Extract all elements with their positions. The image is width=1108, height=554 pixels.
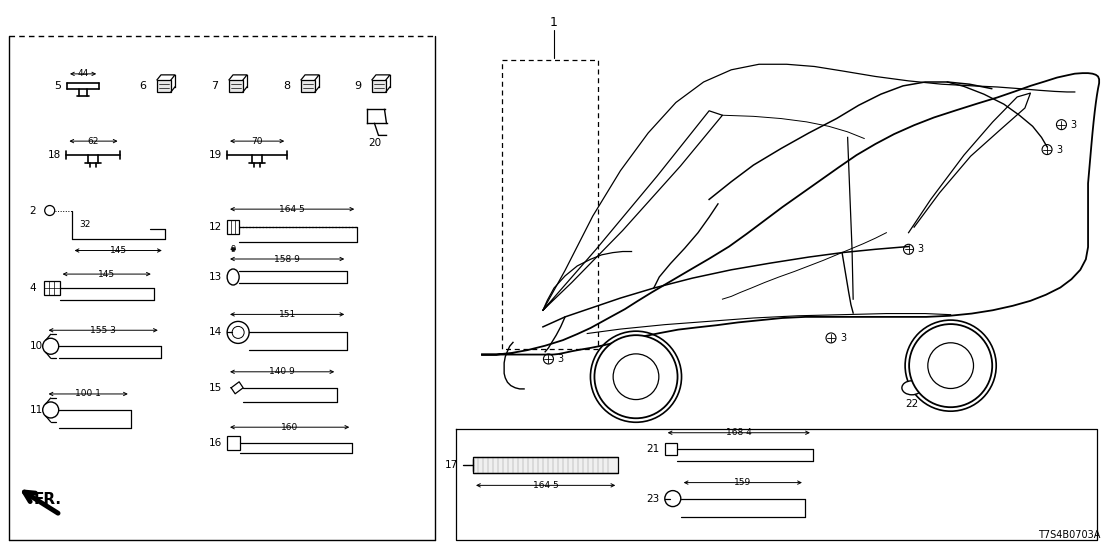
Text: 44: 44 (78, 69, 89, 78)
Text: 164 5: 164 5 (279, 204, 305, 214)
Text: 1: 1 (550, 16, 558, 29)
Text: 12: 12 (209, 222, 222, 232)
Text: 20: 20 (368, 138, 381, 148)
Text: 3: 3 (917, 244, 924, 254)
Text: 164 5: 164 5 (533, 481, 558, 490)
Text: 3: 3 (1056, 145, 1063, 155)
Text: 140 9: 140 9 (269, 367, 295, 376)
Text: 155 3: 155 3 (90, 326, 116, 335)
Bar (473, 458, 618, 473)
Text: 3: 3 (1070, 120, 1077, 130)
Text: 3: 3 (557, 354, 564, 364)
Text: 159: 159 (735, 478, 751, 487)
Circle shape (613, 354, 659, 399)
Text: 9: 9 (353, 81, 361, 91)
Text: 10: 10 (30, 341, 43, 351)
Text: 3: 3 (840, 333, 847, 343)
Text: 14: 14 (209, 327, 222, 337)
Ellipse shape (902, 381, 922, 395)
Text: 17: 17 (445, 460, 458, 470)
Text: 22: 22 (905, 399, 919, 409)
Text: 4: 4 (30, 283, 37, 293)
Bar (301, 80, 315, 92)
Bar (229, 80, 243, 92)
Text: 23: 23 (647, 494, 659, 504)
Text: 8: 8 (283, 81, 290, 91)
Text: 7: 7 (211, 81, 218, 91)
Text: 168 4: 168 4 (726, 428, 751, 437)
Text: 32: 32 (80, 220, 91, 229)
Text: 158 9: 158 9 (274, 254, 300, 264)
Text: 13: 13 (209, 272, 222, 282)
Bar (227, 436, 240, 450)
Bar (665, 443, 677, 455)
Text: FR.: FR. (33, 492, 61, 507)
Text: 151: 151 (278, 310, 296, 319)
Bar (43, 281, 60, 295)
Text: 18: 18 (49, 150, 61, 160)
Circle shape (909, 324, 993, 407)
Text: 11: 11 (30, 405, 43, 415)
Text: 145: 145 (110, 246, 126, 255)
Circle shape (594, 335, 677, 418)
Text: 21: 21 (647, 444, 659, 454)
Text: 100 1: 100 1 (75, 389, 101, 398)
Text: 160: 160 (281, 423, 298, 432)
Text: 6: 6 (138, 81, 146, 91)
Text: 145: 145 (99, 270, 115, 279)
Text: 19: 19 (209, 150, 222, 160)
Text: 15: 15 (209, 383, 222, 393)
Bar (372, 80, 386, 92)
Text: 5: 5 (54, 81, 61, 91)
Text: 16: 16 (209, 438, 222, 448)
Text: 9: 9 (230, 245, 236, 254)
Text: T7S4B0703A: T7S4B0703A (1038, 530, 1100, 540)
Bar (227, 220, 239, 234)
Text: 70: 70 (252, 137, 263, 146)
Text: 2: 2 (30, 206, 37, 216)
Text: 62: 62 (88, 137, 100, 146)
Circle shape (927, 343, 974, 388)
Bar (157, 80, 171, 92)
